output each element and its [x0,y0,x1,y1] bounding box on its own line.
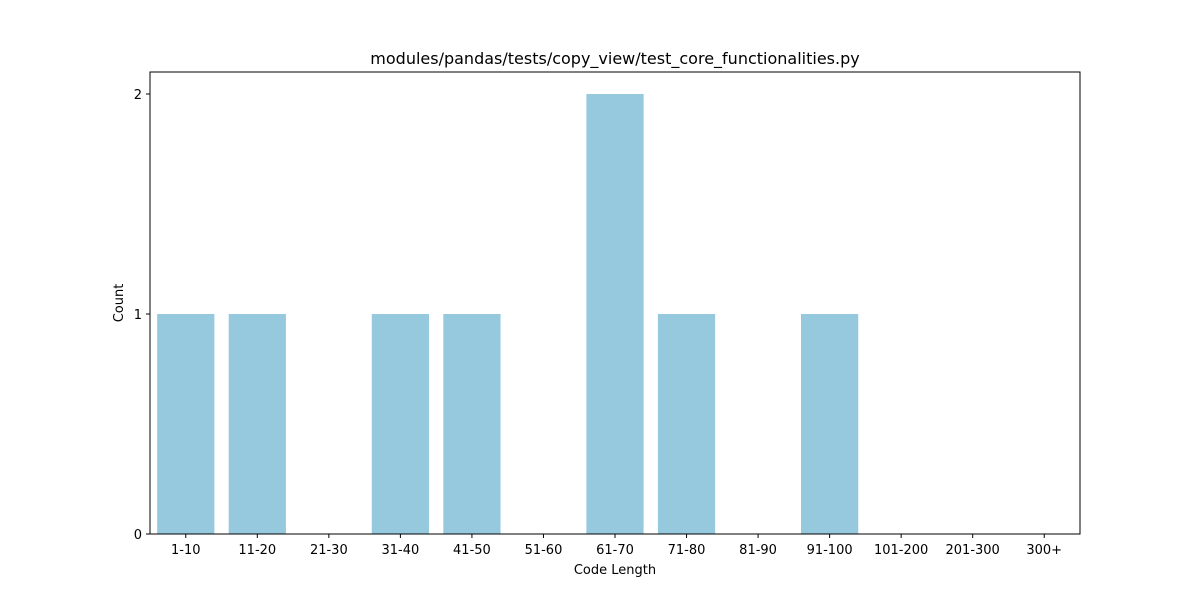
x-axis-ticks: 1-10 11-20 21-30 31-40 41-50 51-60 61-70 71-80 8… [171,534,1062,558]
x-tick-label: 31-40 [381,543,419,558]
y-tick-label: 0 [134,528,142,543]
y-axis-ticks: 0 1 2 [134,88,150,543]
x-tick-label: 201-300 [946,543,1000,558]
x-tick-label: 81-90 [739,543,777,558]
bar-91-100 [801,314,859,534]
bars-group [157,94,859,534]
x-tick-label: 61-70 [596,543,634,558]
x-axis-label: Code Length [574,563,656,578]
x-tick-label: 41-50 [453,543,491,558]
plot-area-frame [149,71,1081,535]
bar-71-80 [657,314,716,534]
x-tick-label: 71-80 [668,543,706,558]
chart-title: modules/pandas/tests/copy_view/test_core… [370,49,859,69]
y-tick-label: 2 [134,88,142,103]
bar-11-20 [228,314,286,534]
x-tick-label: 51-60 [525,543,563,558]
x-tick-label: 1-10 [171,543,201,558]
y-axis-label: Count [112,284,127,323]
bar-61-70 [586,94,644,534]
bar-31-40 [371,314,429,534]
x-tick-label: 300+ [1026,543,1062,558]
x-tick-label: 101-200 [874,543,928,558]
bar-41-50 [443,314,501,534]
x-tick-label: 91-100 [807,543,853,558]
x-tick-label: 21-30 [310,543,348,558]
y-tick-label: 1 [134,308,142,323]
bar-1-10 [157,314,215,534]
x-tick-label: 11-20 [238,543,276,558]
